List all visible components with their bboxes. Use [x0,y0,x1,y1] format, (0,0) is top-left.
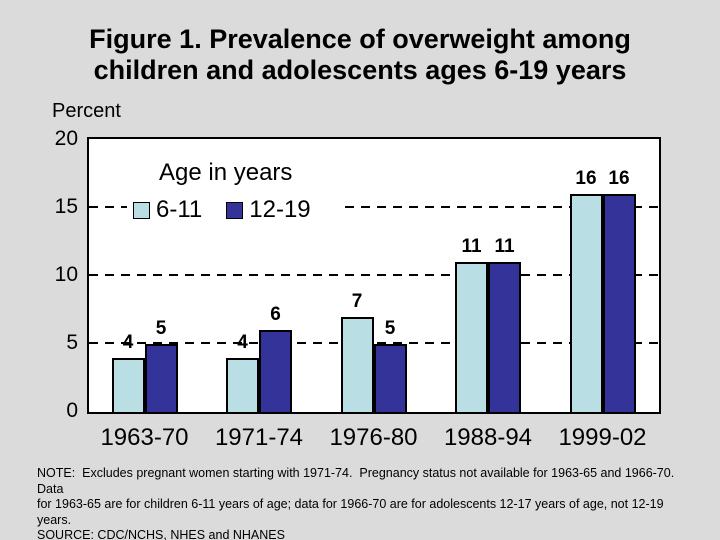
gridline-15 [89,206,659,208]
bar-value-label: 4 [122,331,134,353]
bar-6-11-1971-74 [226,357,259,412]
bar-value-label: 5 [155,318,167,339]
footnote-line2: for 1963-65 are for children 6-11 years … [37,497,668,527]
legend-swatch-12-19 [226,201,244,219]
x-tick-1971-74: 1971-74 [214,424,304,451]
chart-title: Figure 1. Prevalence of overweight among… [0,24,720,86]
footnote-line3: SOURCE: CDC/NCHS, NHES and NHANES [37,528,285,540]
footnote-line1: NOTE: Excludes pregnant women starting w… [37,466,682,496]
bar-12-19-1971-74 [259,330,292,412]
bar-6-11-1976-80 [340,316,374,412]
bar-12-19-1963-70 [144,344,178,412]
chart-title-line2: children and adolescents ages 6-19 years [93,55,627,85]
y-tick-10: 10 [54,263,78,286]
gridline-5 [89,342,659,344]
legend-label-12-19: 12-19 [249,196,311,223]
plot-area: Age in years 6-11 12-19 4 5 4 6 7 5 11 11 16 16 [87,137,661,414]
chart-title-line1: Figure 1. Prevalence of overweight among [89,24,631,54]
legend-swatch-6-11 [133,201,150,219]
legend: Age in years 6-11 12-19 [127,159,341,225]
bar-value-label: 16 [575,168,597,190]
legend-label-6-11: 6-11 [156,196,203,223]
bar-value-label: 11 [461,236,482,258]
bar-value-label: 7 [351,290,363,312]
y-tick-5: 5 [66,331,78,354]
y-axis-label: Percent [52,100,121,122]
footnote: NOTE: Excludes pregnant women starting w… [37,466,697,540]
y-tick-20: 20 [54,127,78,150]
bar-value-label: 5 [384,318,396,339]
bar-6-11-1999-02 [569,194,603,412]
x-tick-1988-94: 1988-94 [443,424,533,451]
x-tick-1963-70: 1963-70 [100,424,189,451]
y-tick-0: 0 [66,399,78,422]
bar-6-11-1988-94 [455,262,488,412]
bar-value-label: 4 [237,331,248,353]
gridline-10 [89,274,659,276]
bar-12-19-1976-80 [373,344,407,412]
bar-12-19-1988-94 [488,262,521,412]
bar-value-label: 6 [270,304,281,326]
bar-value-label: 11 [494,236,515,258]
legend-items: 6-11 12-19 [127,195,341,225]
bar-6-11-1963-70 [111,357,145,412]
legend-title: Age in years [159,159,293,186]
x-tick-1976-80: 1976-80 [329,424,418,451]
y-tick-15: 15 [54,195,78,218]
bar-value-label: 16 [608,168,630,190]
x-tick-1999-02: 1999-02 [558,424,647,451]
bar-12-19-1999-02 [602,194,636,412]
